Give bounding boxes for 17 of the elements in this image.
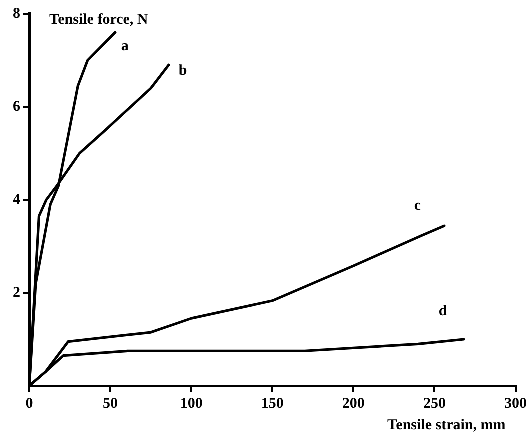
x-tick-label: 250 [423,396,446,412]
series-label: b [178,63,188,80]
x-tick-label: 0 [26,396,34,412]
x-axis-title: Tensile strain, mm [388,417,506,434]
y-tick-label: 6 [13,98,21,115]
series-label: c [414,198,422,214]
series-label: d [438,303,448,320]
x-tick-label: 150 [261,396,284,412]
y-tick-label: 8 [13,6,20,22]
x-tick-label: 300 [504,396,527,412]
x-tick-label: 50 [103,396,118,412]
x-tick-label: 200 [342,396,365,412]
x-tick-label: 100 [180,396,203,412]
series-label: a [121,38,130,54]
y-tick-label: 4 [13,192,21,208]
y-tick-label: 2 [13,284,20,301]
y-axis-title: Tensile force, N [50,12,148,28]
